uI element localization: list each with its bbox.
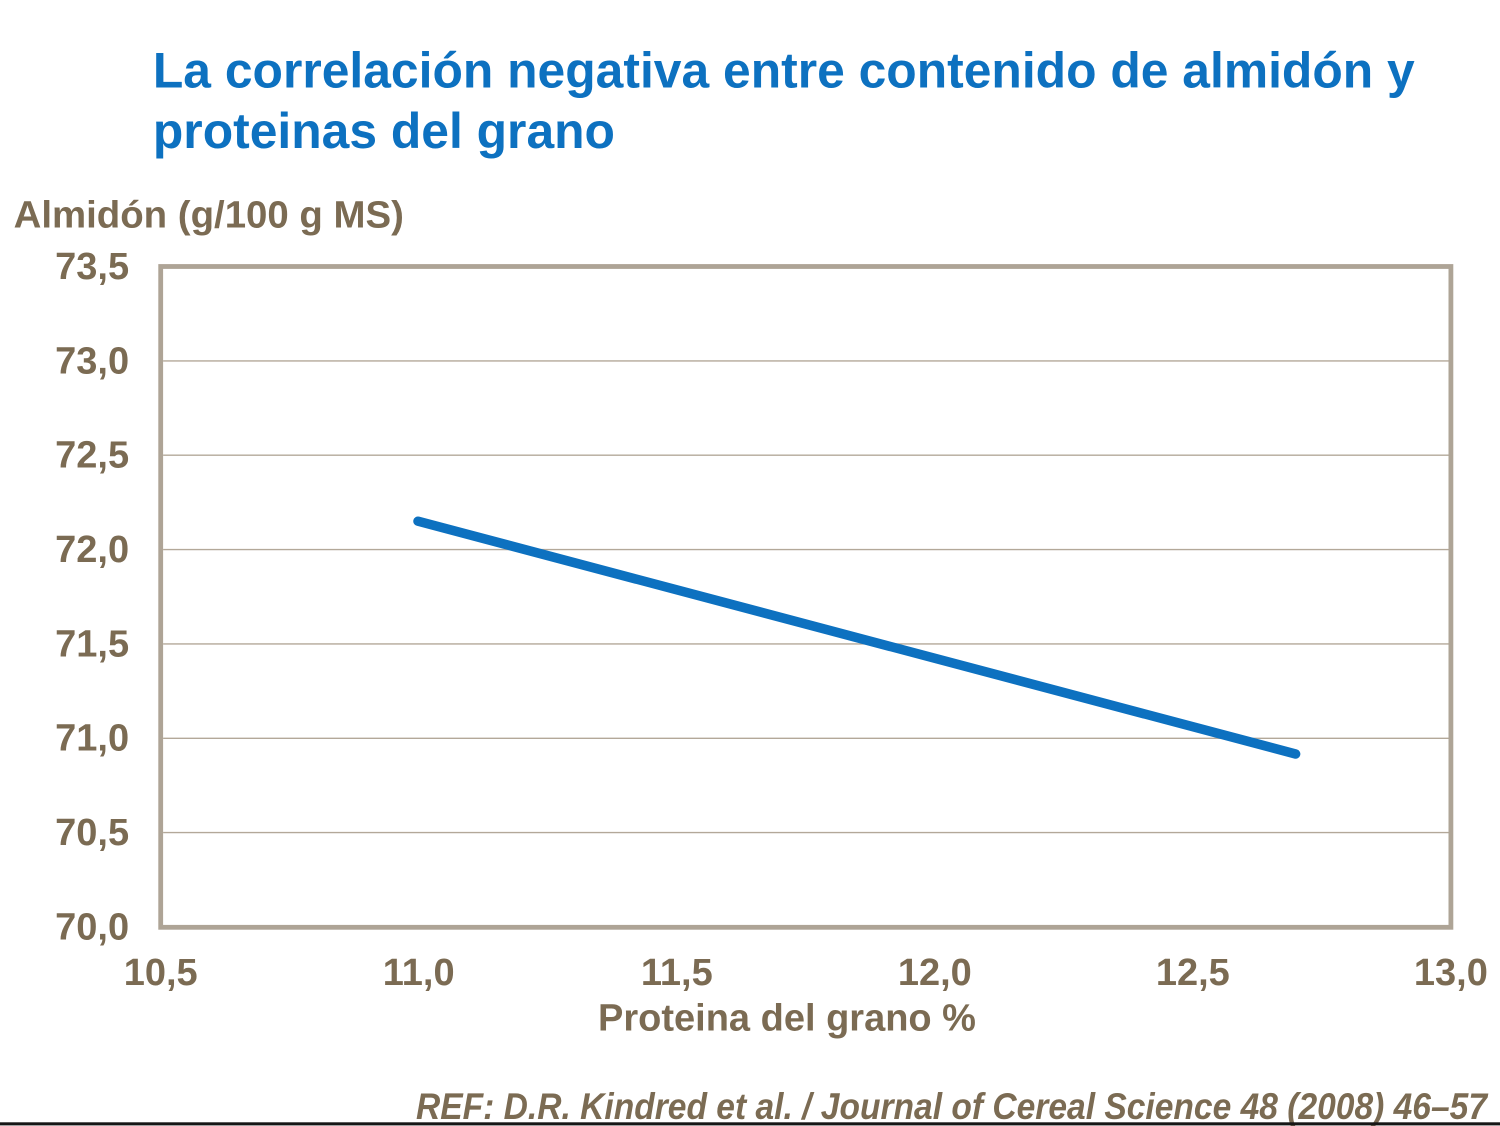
svg-text:13,0: 13,0: [1414, 952, 1488, 994]
svg-text:12,5: 12,5: [1156, 952, 1230, 994]
svg-text:proteinas del grano: proteinas del grano: [153, 103, 615, 159]
svg-text:70,5: 70,5: [55, 812, 129, 854]
svg-text:Almidón (g/100 g MS): Almidón (g/100 g MS): [14, 193, 404, 236]
svg-text:72,5: 72,5: [55, 435, 129, 477]
svg-text:72,0: 72,0: [55, 529, 129, 571]
svg-text:73,5: 73,5: [55, 246, 129, 288]
svg-text:REF: D.R. Kindred et al. / Jou: REF: D.R. Kindred et al. / Journal of Ce…: [416, 1086, 1489, 1126]
svg-text:11,5: 11,5: [641, 952, 713, 994]
svg-text:71,5: 71,5: [55, 623, 129, 665]
svg-text:73,0: 73,0: [55, 340, 129, 382]
svg-text:11,0: 11,0: [383, 952, 455, 994]
svg-text:12,0: 12,0: [898, 952, 972, 994]
svg-text:70,0: 70,0: [55, 907, 129, 949]
svg-text:10,5: 10,5: [124, 952, 198, 994]
svg-text:71,0: 71,0: [55, 718, 129, 760]
svg-text:Proteina del grano %: Proteina del grano %: [598, 998, 976, 1040]
svg-text:La correlación negativa entre: La correlación negativa entre contenido …: [153, 42, 1415, 98]
